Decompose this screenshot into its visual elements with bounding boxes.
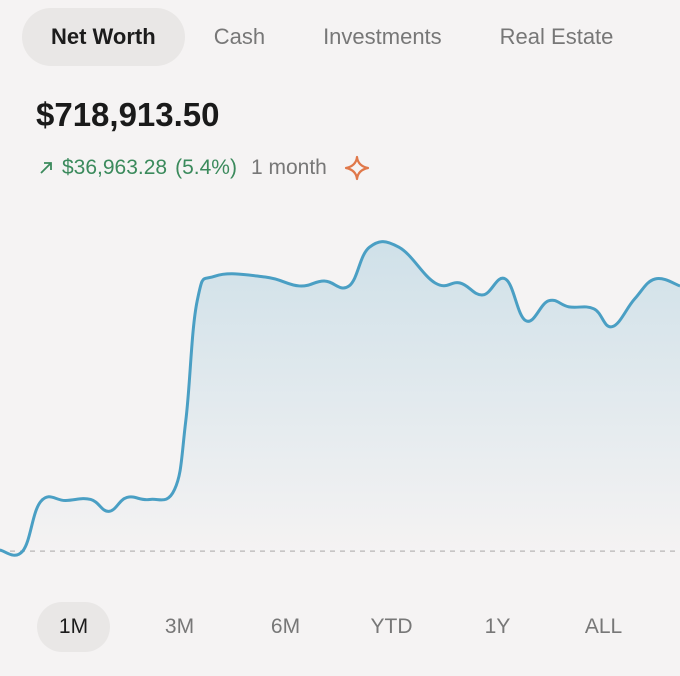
change-amount: $36,963.28 [62, 156, 168, 179]
range-button[interactable]: 6M [270, 615, 301, 638]
range-button[interactable]: 3M [164, 615, 195, 638]
tab[interactable]: Net Worth [22, 8, 185, 66]
range-bar: 1M 3M 6M YTD 1Y ALL [37, 602, 673, 652]
period: 1 month [250, 156, 327, 179]
range-button[interactable]: 1M [37, 602, 110, 652]
change-percent: (5.4%) [175, 156, 237, 179]
range-button[interactable]: ALL [584, 615, 623, 638]
up-arrow-icon [40, 162, 52, 174]
line [0, 240, 680, 557]
tab-bar: Net Worth Cash Investments Real Estate [22, 8, 642, 66]
area-fill [0, 241, 680, 556]
tab[interactable]: Investments [323, 24, 442, 49]
tab[interactable]: Cash [213, 24, 266, 49]
net-worth-amount: $718,913.50 [36, 96, 220, 133]
range-button[interactable]: YTD [370, 615, 413, 638]
sparkle-icon[interactable] [343, 154, 371, 182]
chart [0, 240, 680, 557]
tab[interactable]: Real Estate [499, 24, 614, 49]
range-button[interactable]: 1Y [484, 615, 511, 638]
change-row: $36,963.28 (5.4%) 1 month [38, 154, 371, 182]
